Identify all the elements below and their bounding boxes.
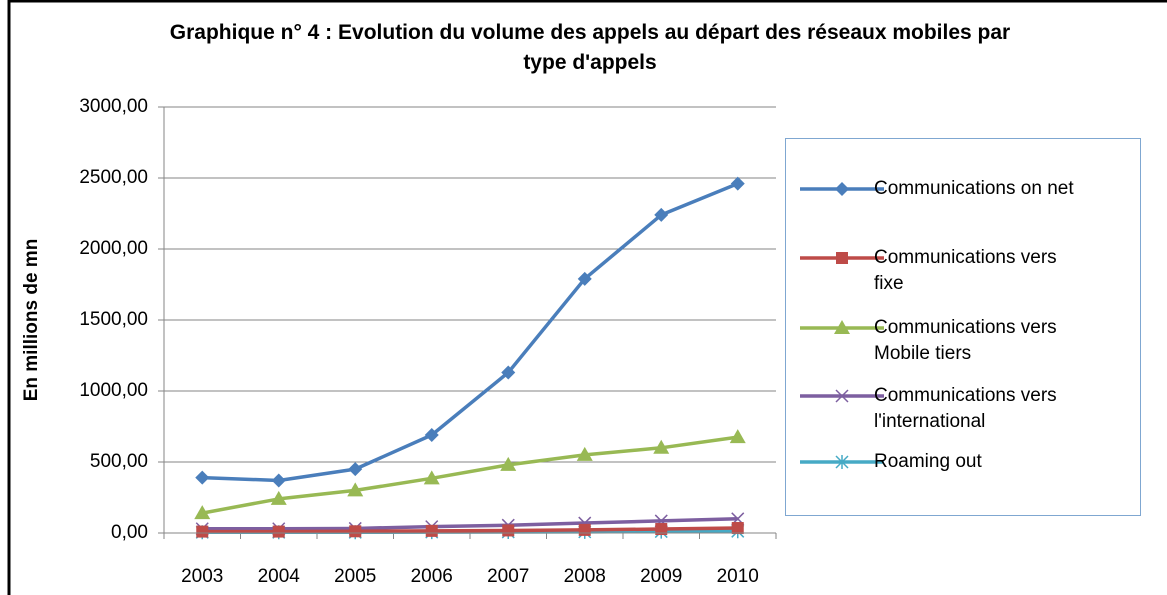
- y-tick-label: 1000,00: [79, 380, 148, 401]
- marker: [578, 523, 591, 536]
- marker: [835, 182, 849, 196]
- marker: [835, 389, 849, 403]
- y-tick-label: 500,00: [90, 451, 148, 472]
- marker: [655, 523, 668, 536]
- series-line: [201, 435, 738, 515]
- legend-swatch: [800, 320, 884, 334]
- y-tick-label: 1500,00: [79, 309, 148, 330]
- marker: [348, 462, 363, 477]
- marker: [500, 456, 517, 471]
- y-tick-label: 2500,00: [79, 167, 148, 188]
- legend-swatch: [800, 389, 884, 403]
- x-tick-label: 2008: [564, 566, 606, 587]
- marker: [577, 271, 592, 286]
- y-tick-label: 2000,00: [79, 238, 148, 259]
- y-tick-label: 3000,00: [79, 96, 148, 117]
- marker: [730, 176, 745, 191]
- marker: [731, 522, 744, 535]
- marker: [347, 482, 364, 497]
- marker: [835, 455, 849, 469]
- legend-swatch: [800, 182, 884, 196]
- chart-title: Graphique n° 4 : Evolution du volume des…: [169, 21, 1011, 74]
- y-axis-title: En millions de mn: [21, 239, 42, 402]
- legend-label: Communications on net: [874, 178, 1074, 199]
- marker: [729, 429, 746, 444]
- marker: [834, 320, 850, 334]
- x-tick-label: 2004: [258, 566, 301, 587]
- legend-label: Communications vers fixe: [874, 247, 1057, 294]
- legend-swatch: [800, 252, 884, 264]
- marker: [502, 524, 515, 537]
- x-tick-label: 2005: [334, 566, 376, 587]
- x-tick-label: 2003: [181, 566, 223, 587]
- marker: [270, 490, 287, 505]
- marker: [423, 470, 440, 485]
- y-tick-label: 0,00: [111, 522, 148, 543]
- x-tick-label: 2007: [487, 566, 529, 587]
- marker: [501, 365, 516, 380]
- marker: [195, 470, 210, 485]
- x-tick-label: 2010: [717, 566, 759, 587]
- marker: [194, 505, 211, 520]
- legend-label: Roaming out: [874, 451, 982, 472]
- legend-label: Communications vers Mobile tiers: [874, 317, 1057, 364]
- marker: [349, 525, 362, 538]
- x-tick-label: 2006: [411, 566, 453, 587]
- marker: [654, 207, 669, 222]
- marker: [271, 473, 286, 488]
- marker: [424, 428, 439, 443]
- marker: [425, 524, 438, 537]
- x-tick-label: 2009: [640, 566, 682, 587]
- legend-swatch: [800, 455, 884, 469]
- marker: [836, 252, 848, 264]
- legend: Communications on net Communications vers…: [785, 138, 1141, 516]
- marker: [576, 446, 593, 461]
- frame: [7, 0, 1167, 595]
- legend-label: Communications vers l'international: [874, 385, 1057, 432]
- marker: [653, 439, 670, 454]
- marker: [272, 525, 285, 538]
- series-line: [202, 517, 738, 531]
- marker: [196, 525, 209, 538]
- series-line: [202, 526, 738, 534]
- series-line: [202, 182, 739, 483]
